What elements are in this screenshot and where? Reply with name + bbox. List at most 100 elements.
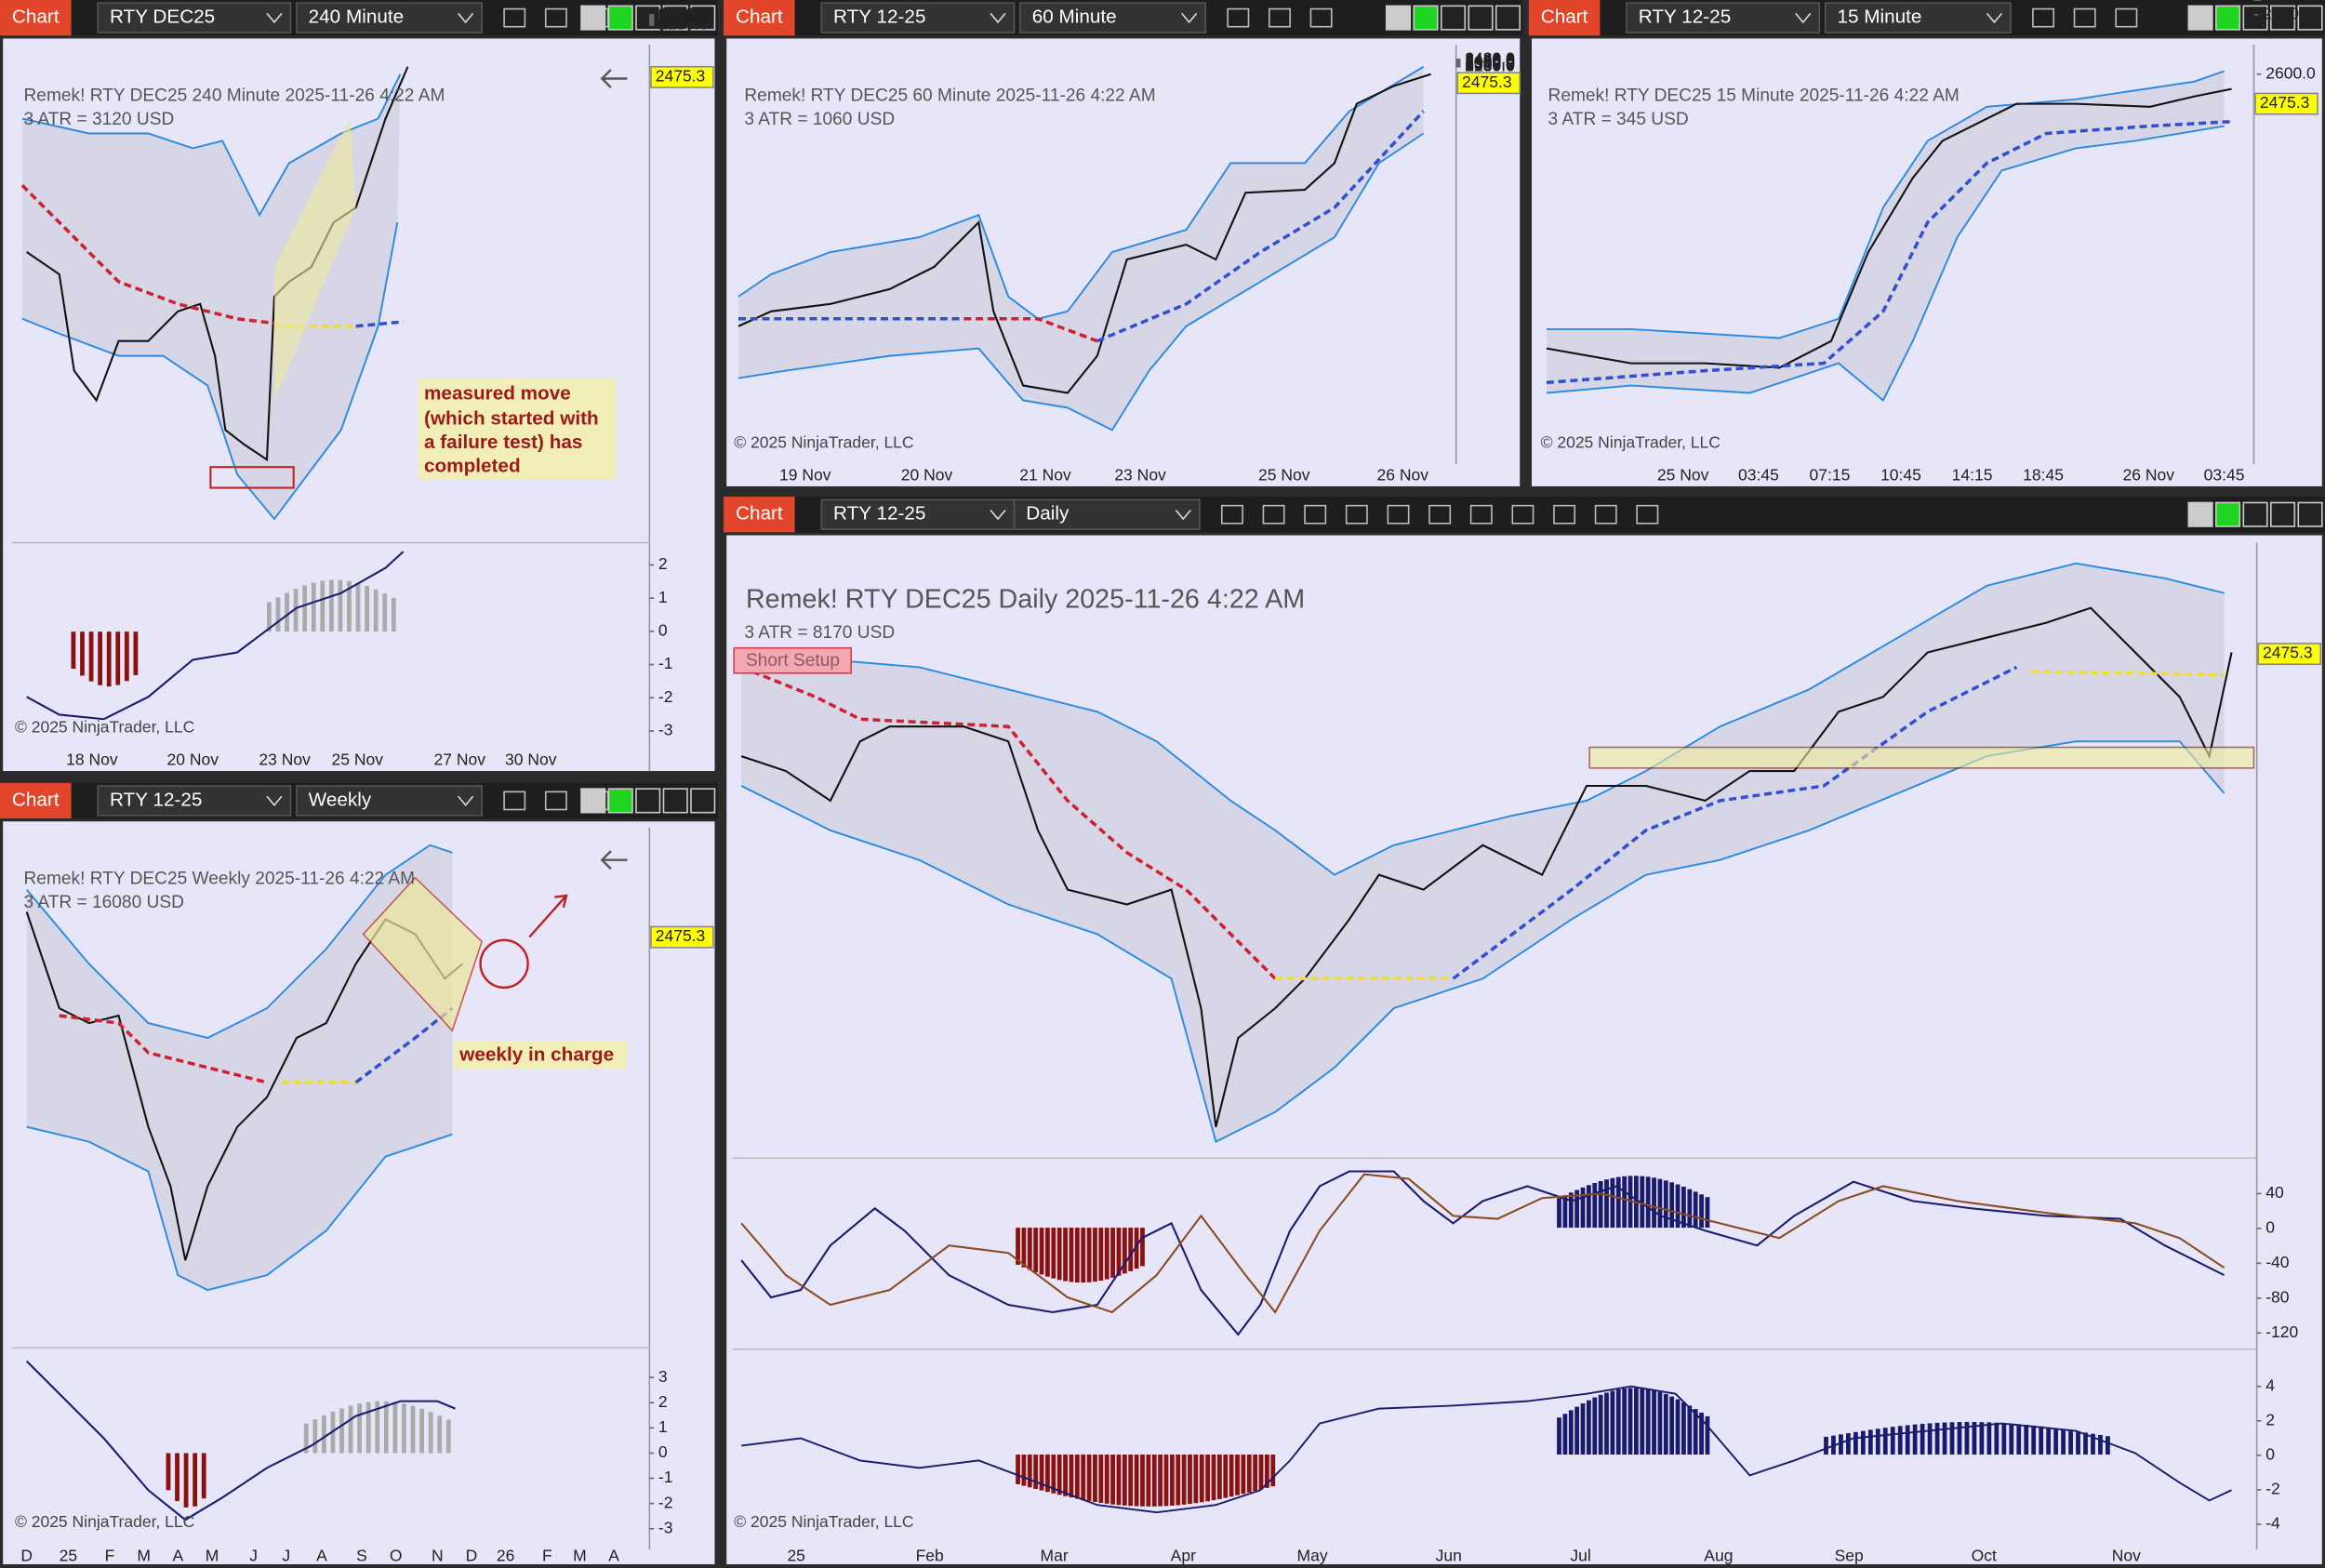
window-button[interactable] (2215, 501, 2241, 527)
window-button[interactable] (2270, 5, 2296, 31)
histogram-bar (428, 1412, 433, 1454)
instrument-dropdown[interactable] (820, 498, 1016, 530)
window-button[interactable] (2297, 501, 2323, 527)
window-button[interactable] (2242, 501, 2268, 527)
tool-icon[interactable] (1594, 504, 1617, 525)
histogram-bar (1033, 1228, 1039, 1273)
tool-icon[interactable] (1262, 504, 1285, 525)
time-label: M (137, 1547, 151, 1565)
last-price: 2475.3 (2260, 93, 2310, 112)
tool-icon[interactable] (2073, 7, 2096, 28)
tool-icon[interactable] (1309, 7, 1333, 28)
window-button[interactable] (1495, 5, 1521, 31)
window-button[interactable] (690, 5, 716, 31)
tool-icon[interactable] (1469, 504, 1493, 525)
window-button[interactable] (2242, 5, 2268, 31)
histogram-bar (1158, 1455, 1162, 1507)
time-label: 20 Nov (901, 465, 953, 484)
tool-icon[interactable] (1220, 504, 1243, 525)
band (26, 1125, 453, 1292)
histogram-bar (1574, 1189, 1580, 1229)
tab[interactable] (724, 0, 795, 36)
histogram-bar (1270, 1455, 1276, 1487)
interval-dropdown[interactable] (1013, 498, 1201, 530)
window-button[interactable] (2215, 5, 2241, 31)
tab[interactable] (0, 782, 72, 819)
tool-icon[interactable] (1227, 7, 1250, 28)
histogram-bar (1867, 1429, 1873, 1455)
tool-icon[interactable] (544, 791, 567, 811)
window-button[interactable] (635, 788, 661, 814)
tool-icon[interactable] (1553, 504, 1576, 525)
tool-icon[interactable] (1511, 504, 1534, 525)
instrument-dropdown[interactable] (820, 2, 1016, 33)
axis-label: 2455.0 (2263, 0, 2313, 8)
histogram-bar (2039, 1426, 2044, 1455)
time-label: A (172, 1547, 183, 1565)
time-label: M (573, 1547, 587, 1565)
histogram-bar (382, 593, 388, 632)
dropdown-arrow (990, 12, 1006, 24)
time-label: D (466, 1547, 478, 1565)
tool-icon[interactable] (503, 791, 526, 811)
window-button[interactable] (662, 788, 688, 814)
tab[interactable] (0, 0, 72, 36)
window-button[interactable] (607, 788, 633, 814)
instrument-dropdown[interactable] (97, 785, 292, 817)
time-label: F (105, 1547, 115, 1565)
tool-icon[interactable] (1636, 504, 1659, 525)
interval-dropdown[interactable] (1824, 2, 2012, 33)
histogram-bar (1093, 1228, 1097, 1282)
instrument-dropdown[interactable] (1626, 2, 1821, 33)
window-button[interactable] (607, 5, 633, 31)
histogram-bar (1122, 1455, 1127, 1506)
tool-icon[interactable] (544, 7, 567, 28)
time-label: Mar (1041, 1547, 1069, 1565)
histogram-bar (1086, 1228, 1092, 1282)
arrow (528, 894, 568, 938)
window-button[interactable] (662, 5, 688, 31)
tool-icon[interactable] (1428, 504, 1452, 525)
histogram-bar (320, 580, 326, 632)
window-button[interactable] (635, 5, 661, 31)
window-button[interactable] (1385, 5, 1412, 31)
window-button[interactable] (1413, 5, 1439, 31)
axis-label: -3 (658, 721, 673, 739)
window-button[interactable] (690, 788, 716, 814)
histogram-bar (1557, 1417, 1561, 1455)
atr: 3 ATR = 16080 USD (24, 893, 184, 912)
interval-dropdown[interactable] (1019, 2, 1207, 33)
tab[interactable] (724, 497, 795, 533)
tool-icon[interactable] (1304, 504, 1327, 525)
interval-dropdown[interactable] (296, 785, 483, 817)
window-button[interactable] (2187, 5, 2213, 31)
window-button[interactable] (2297, 5, 2323, 31)
window-button[interactable] (1468, 5, 1494, 31)
instrument: RTY 12-25 (110, 789, 202, 810)
window-button[interactable] (2187, 501, 2213, 527)
midline (1546, 119, 2232, 385)
instrument-dropdown[interactable] (97, 2, 292, 33)
tool-icon[interactable] (2032, 7, 2055, 28)
tool-icon[interactable] (1268, 7, 1291, 28)
midline (963, 317, 1098, 343)
tool-icon[interactable] (2115, 7, 2138, 28)
window-button[interactable] (2270, 501, 2296, 527)
histogram-bar (1027, 1228, 1032, 1270)
tab[interactable] (1528, 0, 1601, 36)
window-button[interactable] (580, 788, 606, 814)
window-button[interactable] (580, 5, 606, 31)
histogram-bar (392, 1402, 398, 1454)
tool-icon[interactable] (503, 7, 526, 28)
dropdown-arrow (266, 795, 283, 806)
histogram-bar (1016, 1228, 1020, 1265)
axis-label: 2500.0 (2265, 0, 2316, 8)
interval-dropdown[interactable] (296, 2, 483, 33)
annotation-box (418, 378, 616, 479)
tool-icon[interactable] (1387, 504, 1410, 525)
time-label: 23 Nov (1114, 465, 1166, 484)
window-button[interactable] (1440, 5, 1467, 31)
tool-icon[interactable] (1345, 504, 1368, 525)
axis-label: 2450.0 (658, 7, 709, 25)
axis-label: -1 (658, 1468, 673, 1486)
